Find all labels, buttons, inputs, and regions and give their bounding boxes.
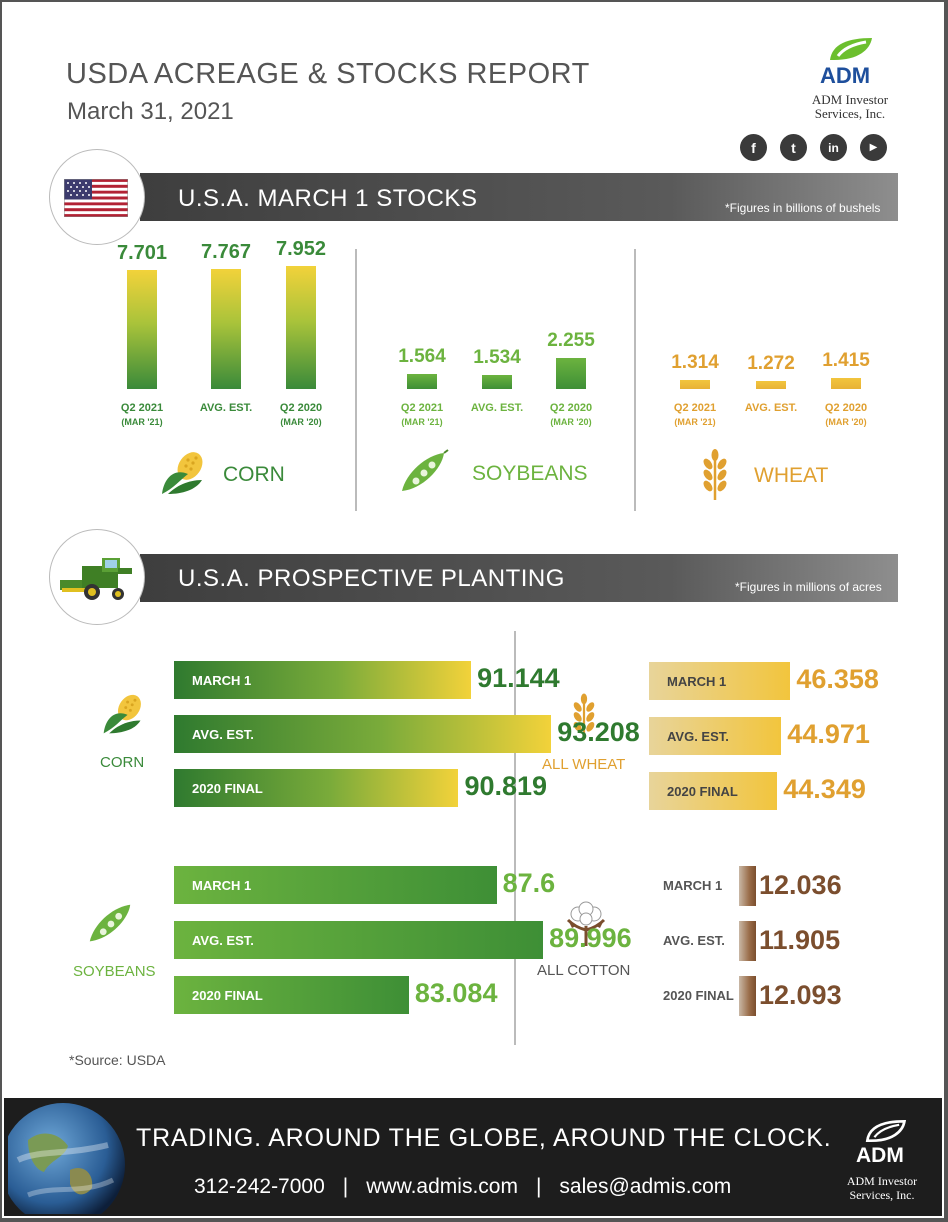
social-links: f t in ▶ [740, 134, 887, 161]
corn-icon [158, 450, 208, 501]
footer-website[interactable]: www.admis.com [366, 1175, 518, 1198]
combine-harvester-icon [60, 558, 132, 600]
brand-line-2: Services, Inc. [814, 106, 886, 121]
twitter-icon[interactable]: t [780, 134, 807, 161]
stocks-wheat-label: WHEAT [754, 464, 829, 487]
brand-line-1: ADM Investor [811, 92, 889, 107]
adm-leaf-icon [824, 36, 876, 62]
planting-title: U.S.A. PROSPECTIVE PLANTING [178, 565, 565, 592]
planting-soybeans-label: SOYBEANS [73, 963, 156, 980]
planting-corn-label: CORN [100, 754, 145, 771]
stocks-units-note: *Figures in billions of bushels [725, 201, 881, 215]
planting-wheat-label: ALL WHEAT [542, 756, 626, 773]
footer-adm-leaf-icon [862, 1119, 908, 1143]
footer-brand-line-1: ADM Investor [846, 1174, 918, 1188]
stocks-banner [140, 173, 898, 221]
planting-units-note: *Figures in millions of acres [735, 580, 882, 594]
planting-divider [514, 631, 516, 1045]
youtube-icon[interactable]: ▶ [860, 134, 887, 161]
stocks-corn-label: CORN [223, 463, 285, 486]
brand-name: ADM Investor Services, Inc. [800, 93, 900, 121]
us-flag-icon [64, 179, 128, 217]
contact-separator: | [342, 1175, 349, 1198]
stocks-divider-2 [634, 249, 636, 511]
footer-brand-name: ADM Investor Services, Inc. [832, 1174, 932, 1202]
planting-wheat-icon [566, 692, 602, 745]
wheat-icon [695, 448, 735, 505]
footer-slogan: TRADING. AROUND THE GLOBE, AROUND THE CL… [136, 1124, 832, 1152]
adm-logo-text: ADM [820, 63, 871, 88]
stocks-badge [49, 149, 145, 245]
globe-icon [8, 1102, 126, 1214]
footer-email[interactable]: sales@admis.com [559, 1175, 732, 1198]
footer-phone[interactable]: 312-242-7000 [194, 1175, 325, 1198]
contact-separator: | [535, 1175, 542, 1198]
cotton-icon [562, 900, 610, 951]
footer-contact: 312-242-7000 | www.admis.com | sales@admis.c… [194, 1175, 731, 1199]
planting-badge [49, 529, 145, 625]
footer [4, 1098, 942, 1216]
planting-banner [140, 554, 898, 602]
facebook-icon[interactable]: f [740, 134, 767, 161]
soybean-icon [396, 449, 450, 502]
footer-brand-line-2: Services, Inc. [849, 1188, 915, 1202]
planting-cotton-label: ALL COTTON [537, 962, 631, 979]
planting-soybean-icon [84, 900, 136, 953]
page-title: USDA ACREAGE & STOCKS REPORT [66, 58, 590, 90]
footer-adm-logo-text: ADM [856, 1144, 904, 1167]
planting-corn-icon [100, 692, 146, 741]
stocks-title: U.S.A. MARCH 1 STOCKS [178, 185, 478, 212]
source-note: *Source: USDA [69, 1052, 166, 1068]
linkedin-icon[interactable]: in [820, 134, 847, 161]
stocks-soybeans-label: SOYBEANS [472, 462, 588, 485]
stocks-divider-1 [355, 249, 357, 511]
report-date: March 31, 2021 [67, 98, 234, 125]
